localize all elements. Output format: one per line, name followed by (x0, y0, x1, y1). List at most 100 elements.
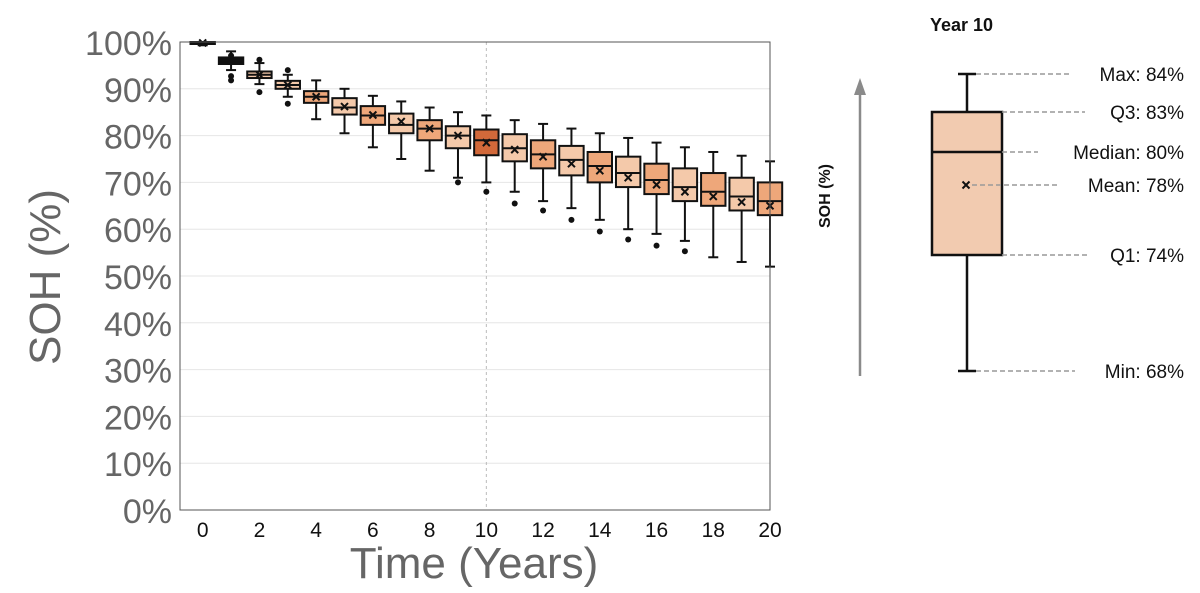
mean-marker (709, 192, 718, 201)
outlier-point (228, 77, 235, 84)
mean-marker (397, 117, 406, 126)
plot-frame (179, 41, 771, 511)
x-tick-label: 20 (758, 519, 781, 542)
box-year-16 (643, 141, 670, 249)
box-year-0 (189, 38, 216, 48)
y-tick-label: 30% (104, 353, 172, 391)
outlier-point (228, 73, 235, 80)
x-tick-labels: 0 2 4 6 8 10 12 14 16 18 20 (197, 519, 782, 542)
x-tick-label: 0 (197, 519, 209, 542)
detail-title: Year 10 (930, 15, 993, 35)
iqr-box (614, 155, 642, 189)
box-year-11 (501, 119, 528, 207)
iqr-box (416, 119, 443, 142)
mean-marker (510, 145, 519, 154)
box-year-6 (359, 94, 387, 149)
annotation-q3: Q3: 83% (1110, 103, 1184, 124)
outlier-point (568, 216, 575, 223)
iqr-box (728, 176, 755, 212)
outlier-point (653, 242, 660, 249)
outlier-point (625, 236, 632, 243)
mean-marker (652, 180, 661, 189)
box-year-2 (246, 56, 273, 96)
outlier-point (228, 52, 235, 59)
mean-marker (482, 138, 491, 147)
y-tick-label: 10% (104, 446, 172, 484)
x-tick-label: 16 (645, 519, 668, 542)
annotation-mean: Mean: 78% (1088, 176, 1184, 197)
detail-y-axis-label: SOH (%) (817, 164, 834, 228)
mean-marker (538, 152, 548, 161)
x-axis-label: Time (Years) (350, 539, 599, 588)
outlier-point (511, 200, 518, 207)
outlier-point (454, 179, 461, 186)
iqr-box (643, 162, 670, 196)
mean-marker (595, 166, 605, 175)
y-tick-label: 50% (104, 259, 172, 297)
outlier-point (284, 100, 291, 107)
y-tick-label: 20% (104, 399, 172, 437)
y-tick-labels: 0% 10% 20% 30% 40% 50% 60% 70% 80% 90% 100% (85, 25, 172, 531)
x-tick-label: 14 (588, 519, 612, 542)
box-year-18 (700, 150, 727, 259)
y-tick-label: 80% (104, 119, 172, 157)
mean-marker (198, 38, 207, 48)
mean-marker (623, 173, 633, 182)
box-year-9 (444, 111, 472, 186)
box-year-17 (671, 146, 699, 255)
mean-marker (311, 92, 321, 101)
outlier-point (256, 56, 263, 63)
mean-marker (737, 197, 746, 207)
mean-marker (567, 159, 576, 168)
annotation-min: Min: 68% (1105, 362, 1184, 383)
outlier-point (540, 207, 547, 214)
box-year-8 (416, 106, 443, 172)
box-year-10 (473, 114, 500, 195)
box-year-1 (217, 50, 245, 84)
mean-marker (340, 102, 349, 111)
annotation-median: Median: 80% (1073, 143, 1184, 164)
iqr-box (388, 112, 415, 135)
box-year-12 (529, 122, 557, 214)
mean-marker (226, 56, 236, 65)
y-tick-label: 90% (104, 72, 172, 110)
mean-marker (680, 187, 690, 196)
box-year-13 (558, 127, 585, 223)
gridlines (180, 41, 770, 511)
mean-marker (453, 131, 463, 140)
x-tick-label: 10 (475, 519, 498, 542)
y-tick-label: 0% (123, 493, 172, 531)
box-year-7 (388, 100, 415, 160)
iqr-box (444, 125, 472, 150)
mean-marker (255, 70, 264, 79)
y-tick-label: 60% (104, 212, 172, 250)
box-year-19 (728, 154, 755, 263)
outlier-point (483, 188, 490, 195)
box-year-14 (586, 132, 614, 235)
y-tick-label: 40% (104, 306, 172, 344)
mean-marker (368, 110, 378, 120)
x-tick-label: 2 (254, 519, 266, 542)
x-tick-label: 8 (424, 519, 436, 542)
y-tick-label: 70% (104, 165, 172, 203)
outlier-point (596, 228, 603, 235)
mean-marker (425, 124, 434, 133)
box-year-3 (274, 67, 301, 107)
soh-arrow (854, 78, 866, 376)
mean-marker (283, 80, 292, 90)
outlier-point (284, 67, 291, 74)
annotation-q1: Q1: 74% (1110, 246, 1184, 267)
boxplot-chart: 0% 10% 20% 30% 40% 50% 60% 70% 80% 90% 100% 0 2 4 6 8 1… (21, 25, 784, 588)
x-tick-label: 18 (702, 519, 725, 542)
box-year-15 (614, 136, 642, 243)
box-year-5 (331, 87, 358, 135)
detail-annotations: Max: 84% Q3: 83% Median: 80% Mean: 78% Q1: 7… (972, 65, 1184, 383)
x-tick-label: 12 (531, 519, 554, 542)
iqr-box (671, 167, 699, 203)
detail-mean-marker (961, 180, 971, 190)
iqr-box (700, 172, 727, 207)
year-10-detail: Year 10 SOH (%) Max: 84% Q3: 83% Median: 8… (817, 15, 1184, 383)
x-tick-label: 6 (367, 519, 379, 542)
y-axis-label: SOH (%) (21, 189, 70, 365)
